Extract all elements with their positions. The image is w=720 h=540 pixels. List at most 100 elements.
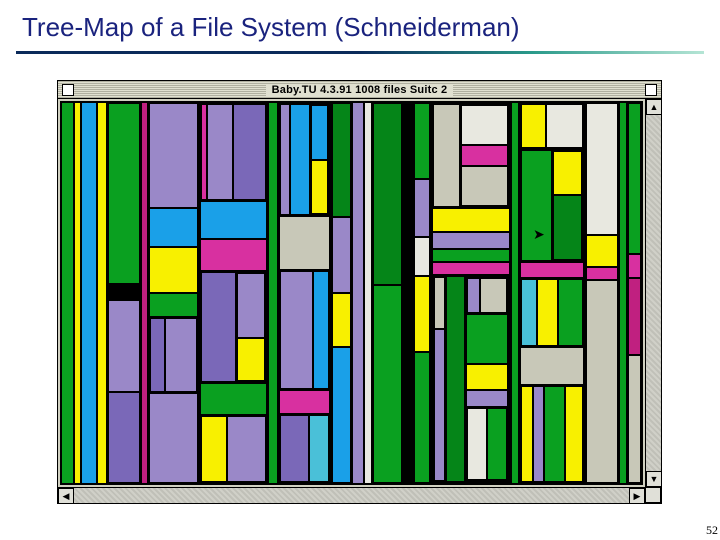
treemap-cell[interactable] <box>546 104 583 148</box>
vscroll-track[interactable] <box>646 115 661 471</box>
treemap-cell[interactable] <box>628 278 641 354</box>
treemap-cell[interactable] <box>586 267 618 280</box>
treemap-cell[interactable] <box>565 386 583 482</box>
treemap-cell[interactable] <box>279 216 330 270</box>
treemap-cell[interactable] <box>521 279 537 345</box>
treemap-cell[interactable] <box>414 179 430 237</box>
vertical-scrollbar[interactable]: ▲ ▼ <box>645 99 661 487</box>
treemap-cell[interactable] <box>487 408 507 480</box>
treemap-cell[interactable] <box>200 239 267 270</box>
treemap-cell[interactable] <box>201 272 237 382</box>
treemap-cell[interactable] <box>414 352 430 484</box>
treemap-cell[interactable] <box>227 416 266 482</box>
treemap-cell[interactable] <box>311 105 328 160</box>
treemap-cell[interactable] <box>237 338 265 382</box>
treemap-cell[interactable] <box>558 279 583 345</box>
treemap-cell[interactable] <box>432 262 510 275</box>
treemap-cell[interactable] <box>432 232 510 249</box>
treemap-cell[interactable] <box>237 273 265 338</box>
treemap-cell[interactable] <box>74 102 81 484</box>
treemap-cell[interactable] <box>553 195 582 260</box>
treemap-cell[interactable] <box>403 102 413 484</box>
treemap-cell[interactable] <box>467 408 487 480</box>
treemap-cell[interactable] <box>61 102 74 484</box>
treemap-cell[interactable] <box>586 235 618 267</box>
treemap-cell[interactable] <box>414 276 430 352</box>
treemap-cell[interactable] <box>414 237 430 276</box>
treemap-cell[interactable] <box>201 416 227 482</box>
treemap-cell[interactable] <box>332 293 351 347</box>
scroll-left-icon[interactable]: ◀ <box>58 488 74 504</box>
treemap-cell[interactable] <box>149 247 197 293</box>
treemap-cell[interactable] <box>141 102 148 484</box>
treemap-cell[interactable] <box>461 105 508 145</box>
treemap-cell[interactable] <box>165 318 197 392</box>
scroll-up-icon[interactable]: ▲ <box>646 99 662 115</box>
treemap-cell[interactable] <box>97 102 107 484</box>
treemap-cell[interactable] <box>553 151 582 195</box>
treemap-cell[interactable] <box>149 293 197 317</box>
treemap-cell[interactable] <box>332 217 351 293</box>
treemap-cell[interactable] <box>280 415 309 482</box>
treemap-cell[interactable] <box>586 103 618 235</box>
treemap-cell[interactable] <box>352 102 365 484</box>
close-box-icon[interactable] <box>62 84 74 96</box>
treemap-cell[interactable] <box>521 150 552 260</box>
treemap-cell[interactable] <box>466 364 508 389</box>
treemap-cell[interactable] <box>544 386 565 482</box>
hscroll-track[interactable] <box>74 488 629 503</box>
treemap-cell[interactable] <box>149 208 197 247</box>
treemap-cell[interactable] <box>108 284 140 301</box>
treemap-cell[interactable] <box>150 318 165 392</box>
treemap-cell[interactable] <box>537 279 559 345</box>
treemap-cell[interactable] <box>290 104 309 215</box>
treemap-cell[interactable] <box>586 280 618 483</box>
treemap-cell[interactable] <box>200 201 267 240</box>
treemap-cell[interactable] <box>268 102 278 484</box>
treemap-cell[interactable] <box>332 103 351 217</box>
treemap-cell[interactable] <box>628 103 641 254</box>
scroll-right-icon[interactable]: ▶ <box>629 488 645 504</box>
horizontal-scrollbar[interactable]: ◀ ▶ <box>58 487 645 503</box>
treemap-cell[interactable] <box>628 355 641 483</box>
treemap-cell[interactable] <box>108 392 140 483</box>
treemap-cell[interactable] <box>108 300 140 391</box>
treemap-cell[interactable] <box>461 166 508 206</box>
treemap-cell[interactable] <box>480 278 507 313</box>
treemap-cell[interactable] <box>280 271 314 389</box>
treemap-cell[interactable] <box>521 386 534 482</box>
treemap-cell[interactable] <box>432 249 510 262</box>
treemap-cell[interactable] <box>433 104 460 207</box>
treemap-cell[interactable] <box>313 271 329 389</box>
window-titlebar[interactable]: Baby.TU 4.3.91 1008 files Suitc 2 <box>58 81 661 99</box>
treemap-cell[interactable] <box>149 103 197 208</box>
treemap-cell[interactable] <box>520 262 584 279</box>
treemap-cell[interactable] <box>332 347 351 483</box>
treemap-cell[interactable] <box>520 347 584 386</box>
treemap-cell[interactable] <box>467 278 480 313</box>
treemap-cell[interactable] <box>446 276 465 482</box>
scroll-down-icon[interactable]: ▼ <box>646 471 662 487</box>
treemap-cell[interactable] <box>619 102 626 484</box>
treemap-cell[interactable] <box>200 383 267 414</box>
treemap-cell[interactable] <box>466 390 508 408</box>
treemap-cell[interactable] <box>533 386 543 482</box>
treemap-cell[interactable] <box>207 104 233 200</box>
treemap-cell[interactable] <box>434 277 444 329</box>
treemap-cell[interactable] <box>280 104 291 215</box>
treemap-cell[interactable] <box>309 415 329 482</box>
treemap-cell[interactable] <box>81 102 96 484</box>
treemap-cell[interactable] <box>149 393 197 483</box>
treemap-cell[interactable] <box>432 208 510 232</box>
treemap-cell[interactable] <box>434 329 444 481</box>
treemap-cell[interactable] <box>108 103 140 284</box>
treemap-cell[interactable] <box>233 104 266 200</box>
zoom-box-icon[interactable] <box>645 84 657 96</box>
treemap-cell[interactable] <box>373 285 403 483</box>
treemap-cell[interactable] <box>628 254 641 278</box>
treemap-cell[interactable] <box>461 145 508 166</box>
treemap-cell[interactable] <box>311 160 328 215</box>
treemap-cell[interactable] <box>279 390 330 414</box>
treemap-viewport[interactable] <box>60 101 643 485</box>
treemap-cell[interactable] <box>511 102 518 484</box>
